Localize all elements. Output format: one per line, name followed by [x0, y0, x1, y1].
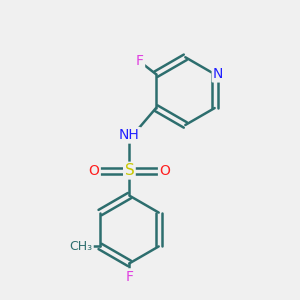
Text: O: O — [88, 164, 100, 178]
Text: O: O — [159, 164, 170, 178]
Text: F: F — [136, 54, 144, 68]
Text: S: S — [124, 163, 134, 178]
Text: N: N — [213, 67, 224, 81]
Text: F: F — [125, 270, 134, 283]
Text: NH: NH — [119, 128, 140, 142]
Text: CH₃: CH₃ — [69, 240, 92, 253]
